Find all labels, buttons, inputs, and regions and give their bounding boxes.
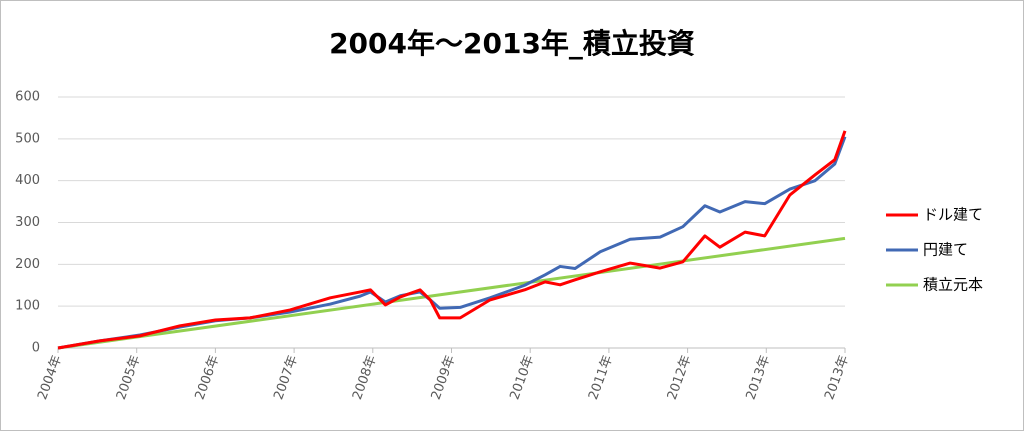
y-tick-label: 400 [15, 173, 40, 188]
y-tick-label: 100 [15, 299, 40, 314]
legend-label: 円建て [923, 241, 968, 259]
y-tick-label: 500 [15, 131, 40, 146]
chart-title: 2004年～2013年_積立投資 [329, 27, 695, 60]
legend-label: 積立元本 [923, 276, 983, 294]
legend-label: ドル建て [923, 206, 983, 224]
y-tick-label: 600 [15, 90, 40, 105]
series-line [57, 130, 847, 350]
y-tick-label: 300 [15, 215, 40, 230]
y-tick-label: 0 [32, 341, 40, 356]
series-line [57, 236, 846, 350]
y-tick-label: 200 [15, 257, 40, 272]
